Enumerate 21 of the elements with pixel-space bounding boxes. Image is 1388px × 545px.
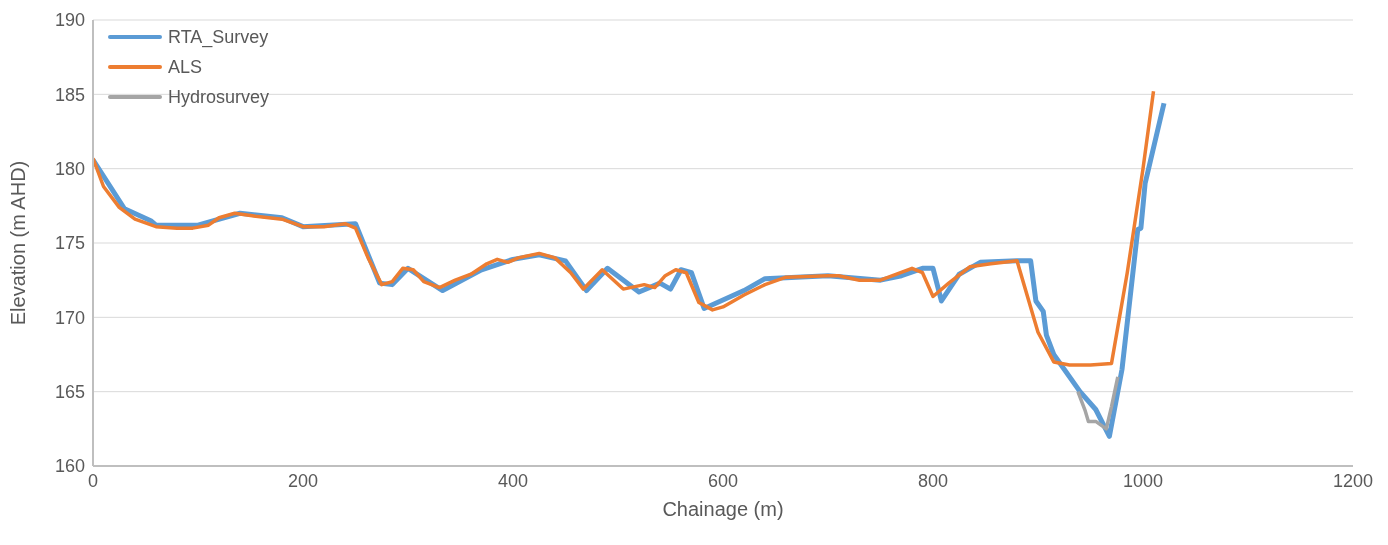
x-tick-label: 200 <box>287 470 319 491</box>
legend-label: ALS <box>168 56 203 78</box>
x-tick-label: 400 <box>497 470 529 491</box>
line-series <box>93 89 1156 367</box>
y-tick-label: 190 <box>54 10 85 31</box>
y-tick-label: 175 <box>54 233 85 254</box>
y-tick-label: 185 <box>54 84 85 105</box>
x-tick-label: 1000 <box>1122 470 1164 491</box>
line-series <box>1076 375 1120 431</box>
y-tick-label: 170 <box>54 307 85 328</box>
y-tick-label: 180 <box>54 159 85 180</box>
x-tick-label: 600 <box>707 470 739 491</box>
y-tick-label: 165 <box>54 382 85 403</box>
legend-label: Hydrosurvey <box>168 86 270 108</box>
y-tick-label: 160 <box>54 456 85 477</box>
legend-label: RTA_Survey <box>168 26 269 48</box>
y-axis-title: Elevation (m AHD) <box>7 160 30 326</box>
x-axis-title: Chainage (m) <box>662 498 784 520</box>
x-tick-label: 0 <box>87 470 99 491</box>
x-tick-label: 800 <box>917 470 949 491</box>
x-tick-label: 1200 <box>1332 470 1374 491</box>
